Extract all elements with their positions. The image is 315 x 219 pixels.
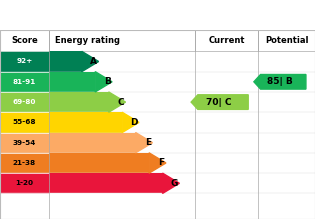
Bar — [49, 30, 195, 51]
Text: D: D — [130, 118, 137, 127]
Bar — [195, 30, 258, 51]
Text: Energy rating: Energy rating — [55, 36, 120, 45]
Text: 69-80: 69-80 — [13, 99, 36, 105]
Polygon shape — [82, 51, 99, 72]
Bar — [49, 153, 149, 173]
Text: 39-54: 39-54 — [13, 140, 36, 146]
Polygon shape — [109, 92, 126, 112]
Bar — [49, 51, 82, 72]
Bar — [49, 72, 95, 92]
Text: Current: Current — [209, 36, 245, 45]
Polygon shape — [149, 153, 166, 173]
Text: A: A — [90, 57, 97, 66]
Bar — [0, 112, 49, 132]
Bar — [0, 30, 49, 51]
Text: 81-91: 81-91 — [13, 79, 36, 85]
Text: 21-38: 21-38 — [13, 160, 36, 166]
Text: Potential: Potential — [265, 36, 308, 45]
Text: Energy Efficiency Rating: Energy Efficiency Rating — [9, 8, 193, 21]
Text: 92+: 92+ — [16, 58, 32, 65]
Bar — [49, 173, 163, 193]
Polygon shape — [95, 72, 112, 92]
Bar — [49, 132, 135, 153]
Text: 85| B: 85| B — [267, 77, 293, 86]
Text: G: G — [170, 179, 178, 188]
Bar — [0, 72, 49, 92]
Polygon shape — [122, 112, 139, 132]
Bar — [0, 132, 49, 153]
Text: F: F — [158, 159, 164, 168]
Text: E: E — [145, 138, 151, 147]
Polygon shape — [191, 95, 248, 110]
Text: 55-68: 55-68 — [13, 119, 36, 125]
Bar — [0, 92, 49, 112]
Bar — [49, 112, 122, 132]
Bar — [258, 30, 315, 51]
Bar — [0, 173, 49, 193]
Bar — [49, 92, 109, 112]
Text: B: B — [104, 77, 111, 86]
Bar — [0, 153, 49, 173]
Bar — [0, 51, 49, 72]
Text: C: C — [117, 98, 124, 107]
Polygon shape — [254, 74, 306, 89]
Polygon shape — [163, 173, 180, 193]
Polygon shape — [135, 132, 152, 153]
Text: Score: Score — [11, 36, 38, 45]
Text: 1-20: 1-20 — [15, 180, 33, 186]
Text: 70| C: 70| C — [206, 98, 232, 107]
